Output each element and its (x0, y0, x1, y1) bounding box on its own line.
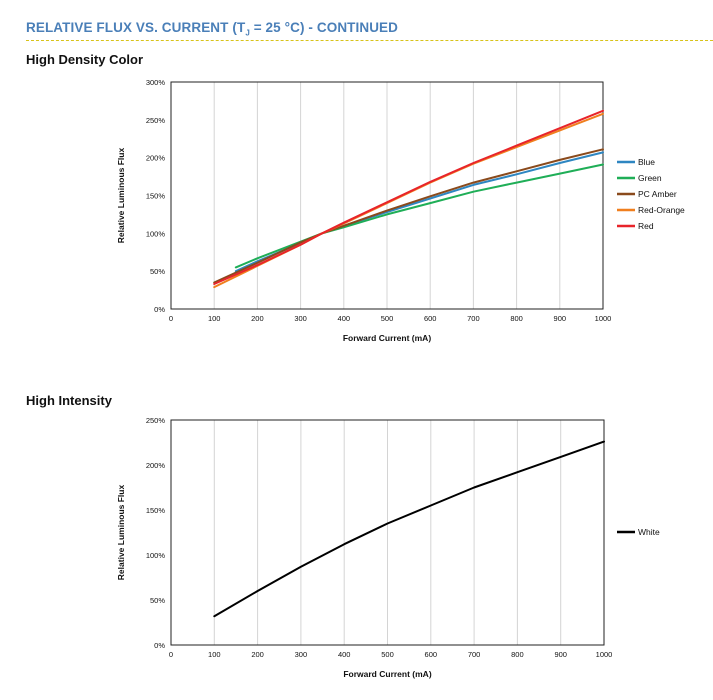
x-axis-label: Forward Current (mA) (343, 669, 431, 679)
x-tick-label: 100 (208, 314, 221, 323)
section-heading-high-density-color: High Density Color (26, 52, 144, 67)
y-axis-label: Relative Luminous Flux (116, 485, 126, 581)
y-tick-label: 50% (150, 267, 165, 276)
x-axis-label: Forward Current (mA) (343, 333, 431, 343)
y-tick-label: 50% (150, 596, 165, 605)
series-line-green (234, 163, 604, 269)
plot-frame (170, 419, 605, 646)
x-tick-label: 400 (338, 650, 351, 659)
page-header: RELATIVE FLUX VS. CURRENT (TJ = 25 °C) -… (26, 20, 713, 42)
x-tick-label: 600 (424, 314, 437, 323)
legend-label: Blue (638, 157, 655, 167)
y-tick-label: 0% (154, 305, 165, 314)
y-tick-label: 100% (146, 551, 166, 560)
series-line-pc-amber (213, 148, 604, 284)
x-tick-label: 200 (251, 314, 264, 323)
x-tick-label: 500 (381, 314, 394, 323)
y-axis-label: Relative Luminous Flux (116, 148, 126, 244)
page-title: RELATIVE FLUX VS. CURRENT (TJ = 25 °C) -… (26, 20, 399, 38)
x-tick-label: 800 (511, 650, 524, 659)
y-tick-label: 200% (146, 461, 166, 470)
legend-label: Red (638, 221, 654, 231)
plot-frame (170, 81, 604, 310)
x-tick-label: 100 (208, 650, 221, 659)
x-tick-label: 500 (381, 650, 394, 659)
y-tick-label: 150% (146, 192, 166, 201)
x-tick-label: 700 (468, 650, 481, 659)
x-tick-label: 600 (425, 650, 438, 659)
x-tick-label: 700 (467, 314, 480, 323)
x-tick-label: 800 (510, 314, 523, 323)
section-heading-high-intensity: High Intensity (26, 393, 112, 408)
header-divider (26, 40, 713, 41)
legend-label: White (638, 527, 660, 537)
legend-label: Green (638, 173, 662, 183)
y-tick-label: 0% (154, 641, 165, 650)
x-tick-label: 300 (294, 314, 307, 323)
y-tick-label: 300% (146, 78, 166, 87)
x-tick-label: 0 (169, 314, 173, 323)
legend-label: Red-Orange (638, 205, 685, 215)
x-tick-label: 1000 (595, 314, 612, 323)
x-tick-label: 900 (554, 650, 567, 659)
y-tick-label: 100% (146, 229, 166, 238)
y-tick-label: 200% (146, 154, 166, 163)
x-tick-label: 1000 (596, 650, 613, 659)
high-density-color-chart: 0 100 200 300 400 500 600 700 800 900 1000 0% 50% 100… (116, 78, 685, 343)
legend-label: PC Amber (638, 189, 677, 199)
x-tick-label: 400 (338, 314, 351, 323)
y-tick-label: 250% (146, 416, 166, 425)
series-line-red (213, 109, 604, 285)
y-tick-label: 250% (146, 116, 166, 125)
x-tick-label: 200 (251, 650, 264, 659)
x-tick-label: 0 (169, 650, 173, 659)
y-tick-label: 150% (146, 506, 166, 515)
x-tick-label: 900 (554, 314, 567, 323)
series-line-white (213, 440, 605, 618)
x-tick-label: 300 (295, 650, 308, 659)
